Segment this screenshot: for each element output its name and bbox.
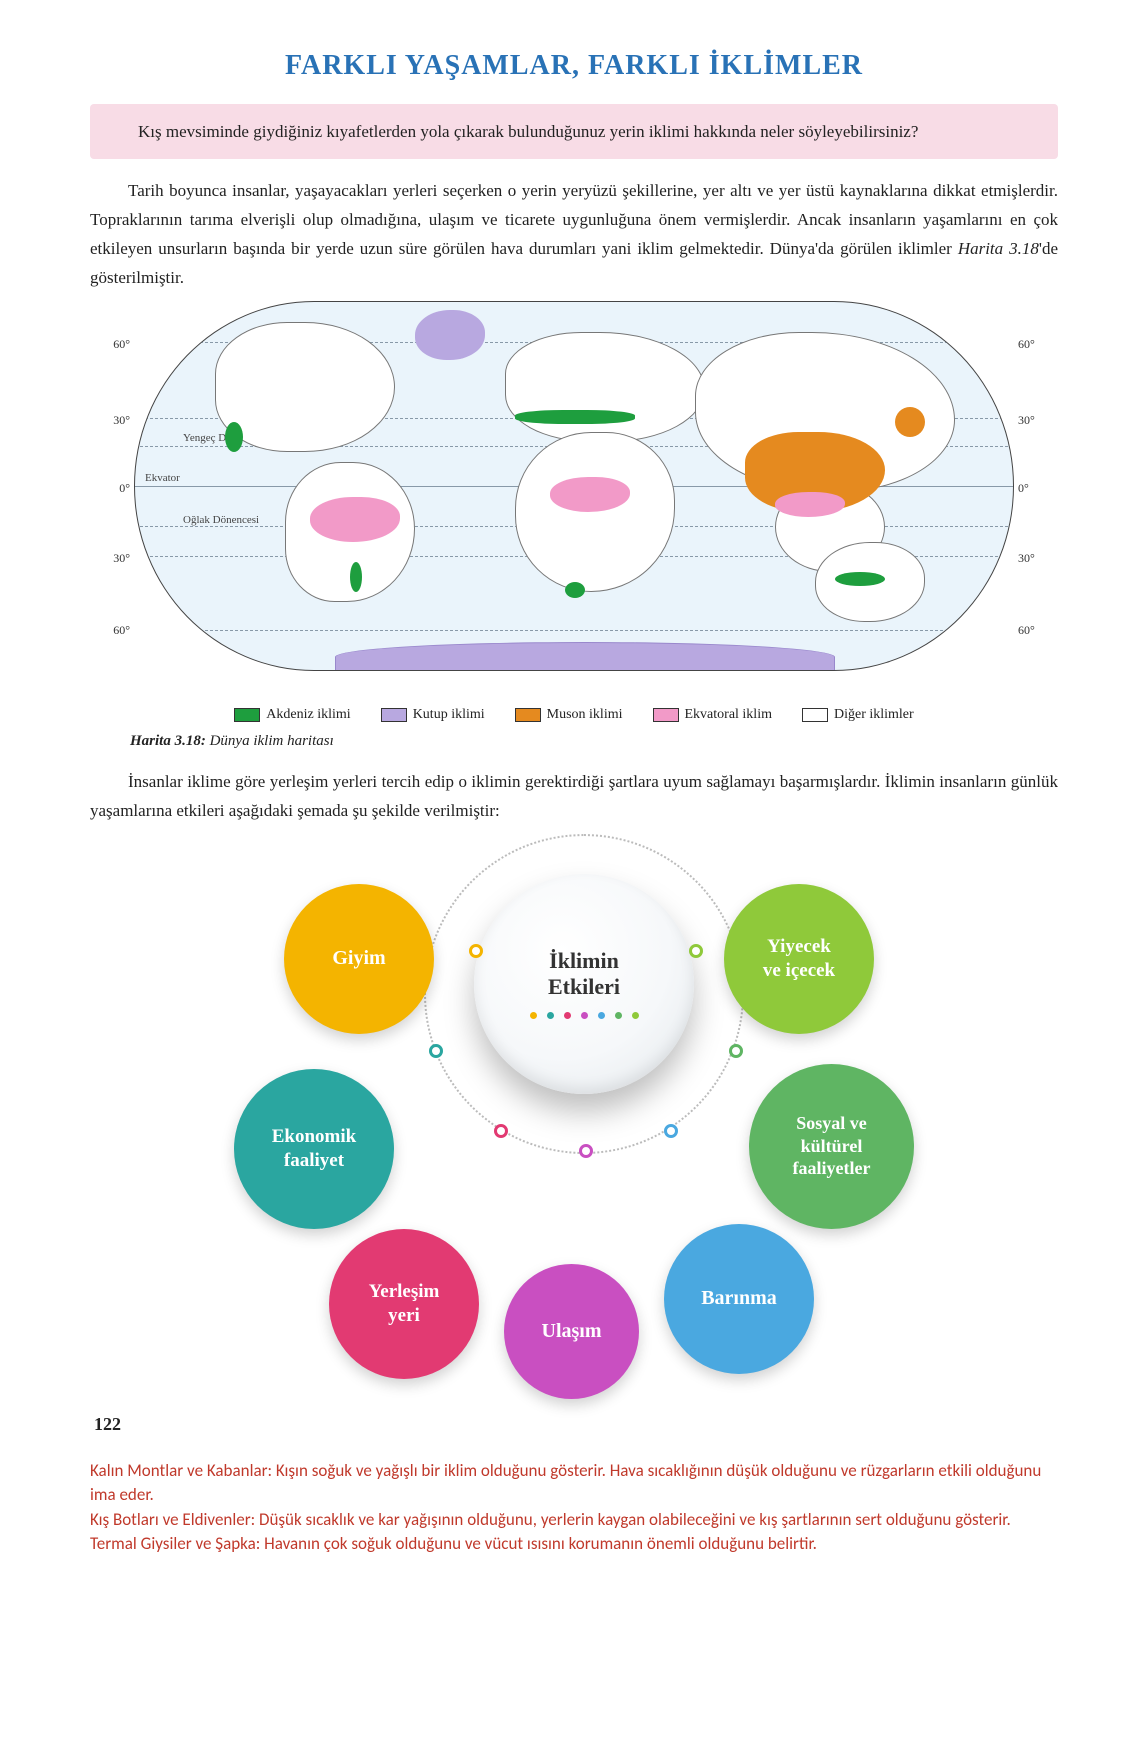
connector-dot — [664, 1124, 678, 1138]
bubble-sosyal: Sosyal vekültürelfaaliyetler — [749, 1064, 914, 1229]
map-caption: Harita 3.18: Dünya iklim haritası — [130, 733, 1058, 750]
center-circle: İklimin Etkileri — [474, 874, 694, 1094]
connector-dot — [689, 944, 703, 958]
swatch — [802, 708, 828, 722]
legend-item-kutup: Kutup iklimi — [381, 707, 485, 723]
paragraph-1: Tarih boyunca insanlar, yaşayacakları ye… — [90, 177, 1058, 293]
lat-s30-l: 30° — [94, 551, 130, 566]
climate-effects-infographic: İklimin Etkileri Giyim Yiyecekve içecek Ek… — [224, 844, 924, 1384]
lat-s60-r: 60° — [1018, 623, 1054, 638]
lat-s60-l: 60° — [94, 623, 130, 638]
bubble-yerlesim: Yerleşimyeri — [329, 1229, 479, 1379]
lat-eq-l: 0° — [94, 481, 130, 496]
lat-oglak: Oğlak Dönencesi — [183, 514, 259, 526]
connector-dot — [579, 1144, 593, 1158]
annotation-3: Termal Giysiler ve Şapka: Havanın çok so… — [90, 1532, 1058, 1557]
connector-dot — [494, 1124, 508, 1138]
connector-dot — [729, 1044, 743, 1058]
legend-item-ekvatoral: Ekvatoral iklim — [653, 707, 772, 723]
legend-item-akdeniz: Akdeniz iklimi — [234, 707, 350, 723]
lat-n30-l: 30° — [94, 413, 130, 428]
bubble-yiyecek: Yiyecekve içecek — [724, 884, 874, 1034]
lat-ekvator: Ekvator — [145, 472, 180, 484]
legend-item-diger: Diğer iklimler — [802, 707, 914, 723]
page-number: 122 — [94, 1414, 1058, 1435]
swatch — [653, 708, 679, 722]
bubble-barinma: Barınma — [664, 1224, 814, 1374]
lat-n30-r: 30° — [1018, 413, 1054, 428]
annotation-1: Kalın Montlar ve Kabanlar: Kışın soğuk v… — [90, 1459, 1058, 1508]
center-line2: Etkileri — [548, 974, 620, 1000]
swatch — [381, 708, 407, 722]
lat-eq-r: 0° — [1018, 481, 1054, 496]
center-line1: İklimin — [549, 948, 619, 974]
paragraph-2: İnsanlar iklime göre yerleşim yerleri te… — [90, 768, 1058, 826]
lat-s30-r: 30° — [1018, 551, 1054, 566]
bubble-ulasim: Ulaşım — [504, 1264, 639, 1399]
legend-item-muson: Muson iklimi — [515, 707, 623, 723]
lat-n60-l: 60° — [94, 337, 130, 352]
annotation-2: Kış Botları ve Eldivenler: Düşük sıcaklı… — [90, 1508, 1058, 1533]
swatch — [515, 708, 541, 722]
question-box: Kış mevsiminde giydiğiniz kıyafetlerden … — [90, 104, 1058, 159]
center-dots — [530, 1012, 639, 1019]
world-climate-map: 60° 60° 30° 30° 0° 0° 30° 30° 60° 60° Ye… — [94, 301, 1054, 701]
swatch — [234, 708, 260, 722]
map-oval: Yengeç Dönencesi Ekvator Oğlak Dönencesi — [134, 301, 1014, 671]
bubble-giyim: Giyim — [284, 884, 434, 1034]
lat-n60-r: 60° — [1018, 337, 1054, 352]
p1-ref: Harita 3.18 — [958, 239, 1039, 258]
map-legend: Akdeniz iklimi Kutup iklimi Muson iklimi… — [90, 707, 1058, 723]
handwritten-annotations: Kalın Montlar ve Kabanlar: Kışın soğuk v… — [90, 1459, 1058, 1558]
connector-dot — [469, 944, 483, 958]
bubble-ekonomik: Ekonomikfaaliyet — [234, 1069, 394, 1229]
connector-dot — [429, 1044, 443, 1058]
p1-text: Tarih boyunca insanlar, yaşayacakları ye… — [90, 181, 1058, 258]
page-title: FARKLI YAŞAMLAR, FARKLI İKLİMLER — [90, 50, 1058, 82]
